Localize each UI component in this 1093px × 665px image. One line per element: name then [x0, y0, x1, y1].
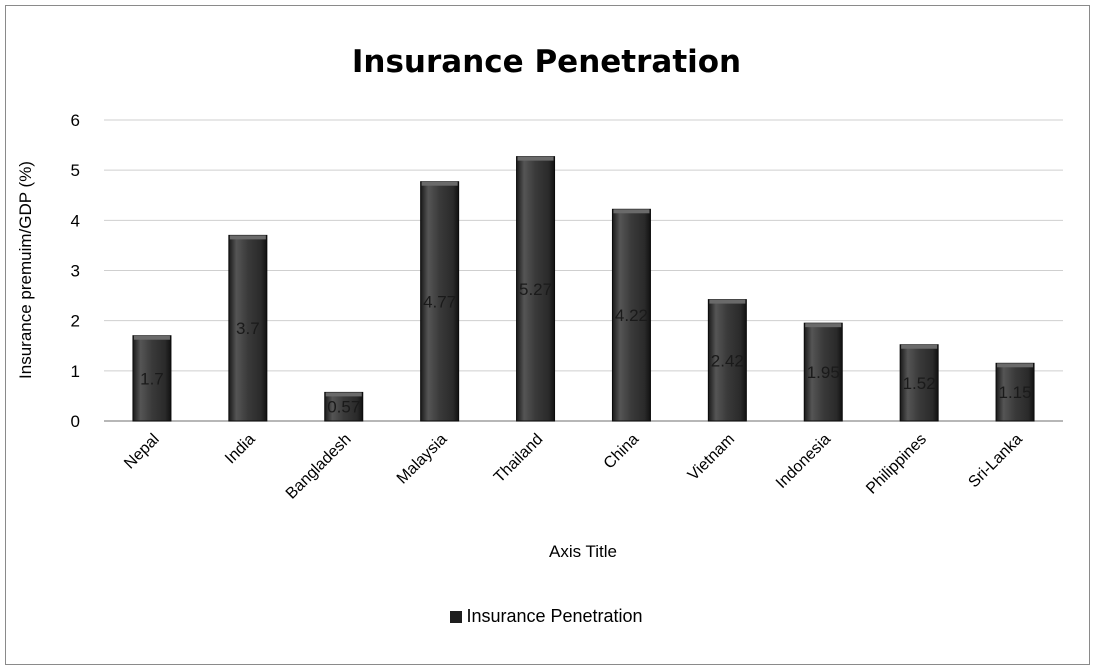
bar-top-highlight — [421, 181, 458, 186]
data-label: 4.22 — [615, 306, 648, 325]
bar-top-highlight — [133, 335, 170, 340]
bar-top-highlight — [517, 156, 554, 161]
y-axis-ticks: 0 1 2 3 4 5 6 — [71, 111, 80, 431]
legend: Insurance Penetration — [0, 606, 1093, 627]
x-axis-labels: Nepal India Bangladesh Malaysia Thailand Chin… — [121, 431, 1026, 503]
x-tick-label: China — [601, 431, 643, 473]
data-label: 1.15 — [999, 383, 1032, 402]
chart-title: Insurance Penetration — [351, 44, 742, 80]
x-tick-label: Indonesia — [773, 431, 834, 492]
bar-top-highlight — [325, 392, 362, 397]
bar-indonesia — [803, 322, 843, 422]
bar-china — [611, 208, 651, 422]
data-label: 0.57 — [327, 398, 360, 417]
x-tick-label: India — [222, 431, 259, 468]
bar-top-highlight — [997, 363, 1034, 368]
bar-top-highlight — [709, 299, 746, 304]
data-labels: 1.7 3.7 0.57 4.77 5.27 4.22 2.42 1.95 1.52 1.15 — [140, 280, 1031, 417]
x-tick-label: Nepal — [121, 431, 163, 473]
x-tick-label: Philippines — [863, 431, 930, 498]
bar-malaysia — [420, 181, 460, 422]
legend-label: Insurance Penetration — [466, 606, 643, 626]
bar-india — [228, 234, 268, 422]
x-tick-label: Thailand — [491, 431, 546, 486]
bar-top-highlight — [901, 344, 938, 349]
y-tick-label: 3 — [71, 262, 80, 281]
y-tick-label: 6 — [71, 111, 80, 130]
bar-thailand — [516, 156, 556, 422]
data-label: 1.7 — [140, 369, 164, 388]
x-tick-label: Malaysia — [394, 431, 451, 488]
data-label: 1.52 — [903, 374, 936, 393]
data-label: 2.42 — [711, 351, 744, 370]
y-tick-label: 0 — [71, 412, 80, 431]
x-tick-label: Vietnam — [685, 431, 738, 484]
data-label: 4.77 — [423, 292, 456, 311]
y-tick-label: 1 — [71, 362, 80, 381]
bars — [132, 156, 1035, 422]
x-axis-title: Axis Title — [549, 542, 617, 561]
bar-top-highlight — [613, 209, 650, 214]
bar-nepal — [132, 335, 172, 422]
data-label: 1.95 — [807, 363, 840, 382]
data-label: 3.7 — [236, 319, 260, 338]
bar-top-highlight — [805, 323, 842, 328]
bar-philippines — [899, 344, 939, 422]
bar-sri-lanka — [995, 362, 1035, 422]
x-tick-label: Sri-Lanka — [965, 431, 1026, 492]
y-axis-title: Insurance premuim/GDP (%) — [16, 161, 35, 379]
data-label: 5.27 — [519, 280, 552, 299]
bar-top-highlight — [229, 235, 266, 240]
x-tick-label: Bangladesh — [283, 431, 355, 503]
bar-vietnam — [707, 299, 747, 422]
bar-bangladesh — [324, 391, 364, 422]
y-tick-label: 4 — [71, 211, 80, 230]
y-tick-label: 2 — [71, 312, 80, 331]
y-tick-label: 5 — [71, 161, 80, 180]
legend-swatch — [450, 611, 463, 623]
